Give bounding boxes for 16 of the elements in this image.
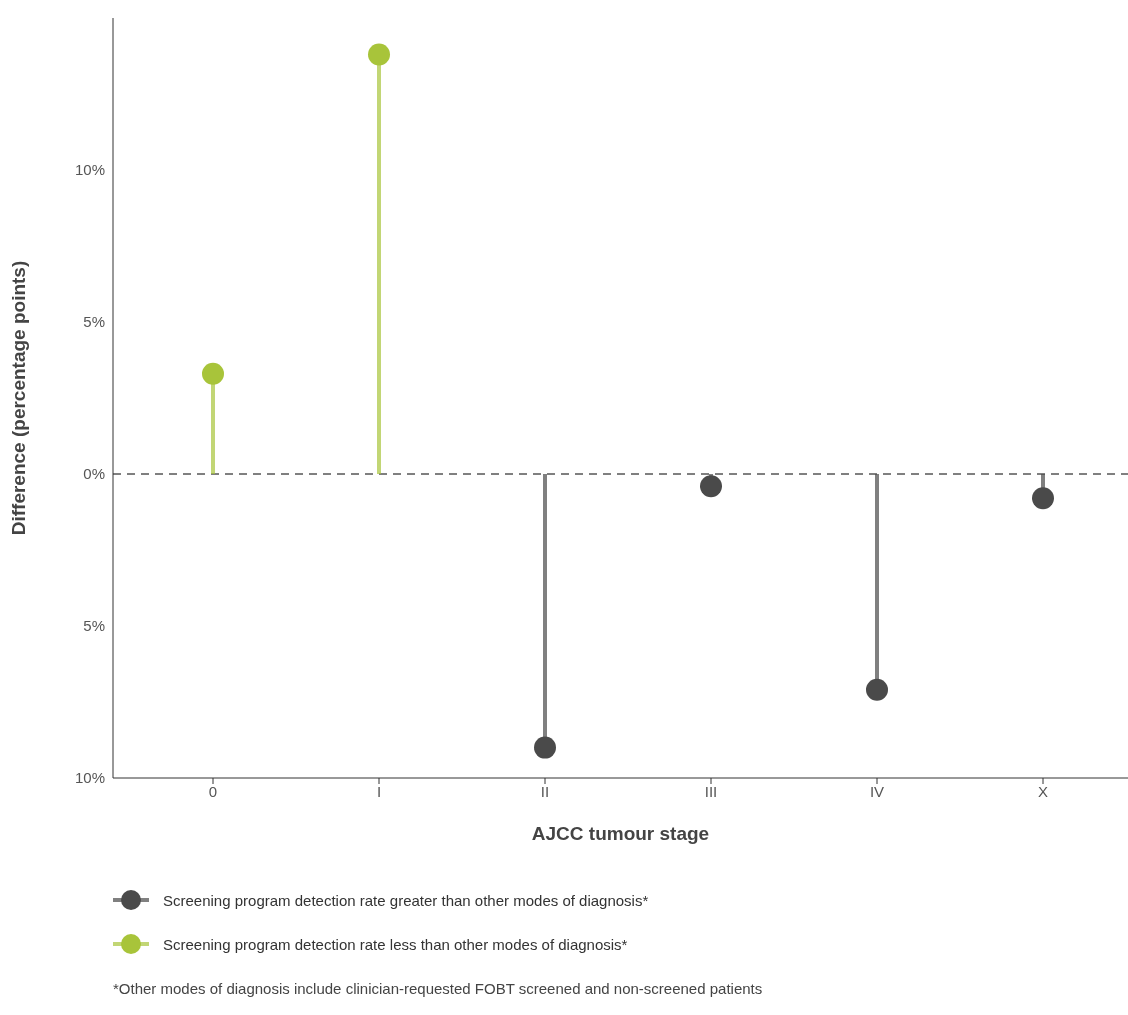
x-tick-label: II [540,782,550,800]
y-tick-label: 0% [83,465,105,483]
x-tick-label: III [704,782,718,800]
legend-label: Screening program detection rate less than other modes of diagnosis* [163,935,628,953]
x-tick-label: I [376,782,382,800]
x-axis-title: AJCC tumour stage [531,823,710,844]
x-tick-label: 0 [208,782,218,800]
legend-label: Screening program detection rate greater than other modes of diagnosis* [163,891,649,909]
y-tick-label: 5% [83,313,105,331]
text: *Other modes of diagnosis include clinician-requested FOBT screened and non-screened patients [113,980,764,997]
y-tick-label: 5% [83,617,105,635]
y-tick-label: 10% [74,161,105,179]
x-tick-label: X [1037,782,1049,800]
y-axis-title: Difference (percentage points) [7,260,29,536]
y-tick-label: 10% [74,769,105,787]
x-tick-label: IV [869,782,885,800]
